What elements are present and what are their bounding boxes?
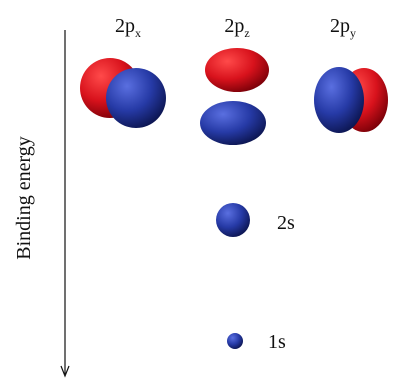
lobe [106, 68, 166, 128]
s-orbital [216, 203, 250, 237]
lobe [205, 48, 269, 92]
orbital-label: 2pz [224, 15, 249, 40]
orbital-label: 2px [115, 15, 141, 40]
orbital-label: 1s [268, 331, 286, 353]
lobe [314, 67, 364, 133]
orbital-diagram: Binding energy 2px 2pz 2py 2s 1s [0, 0, 405, 380]
orbital-label: 2py [330, 15, 356, 40]
axis-label: Binding energy [13, 136, 35, 260]
lobe [200, 101, 266, 145]
orbital-label: 2s [277, 212, 295, 234]
s-orbital [227, 333, 243, 349]
